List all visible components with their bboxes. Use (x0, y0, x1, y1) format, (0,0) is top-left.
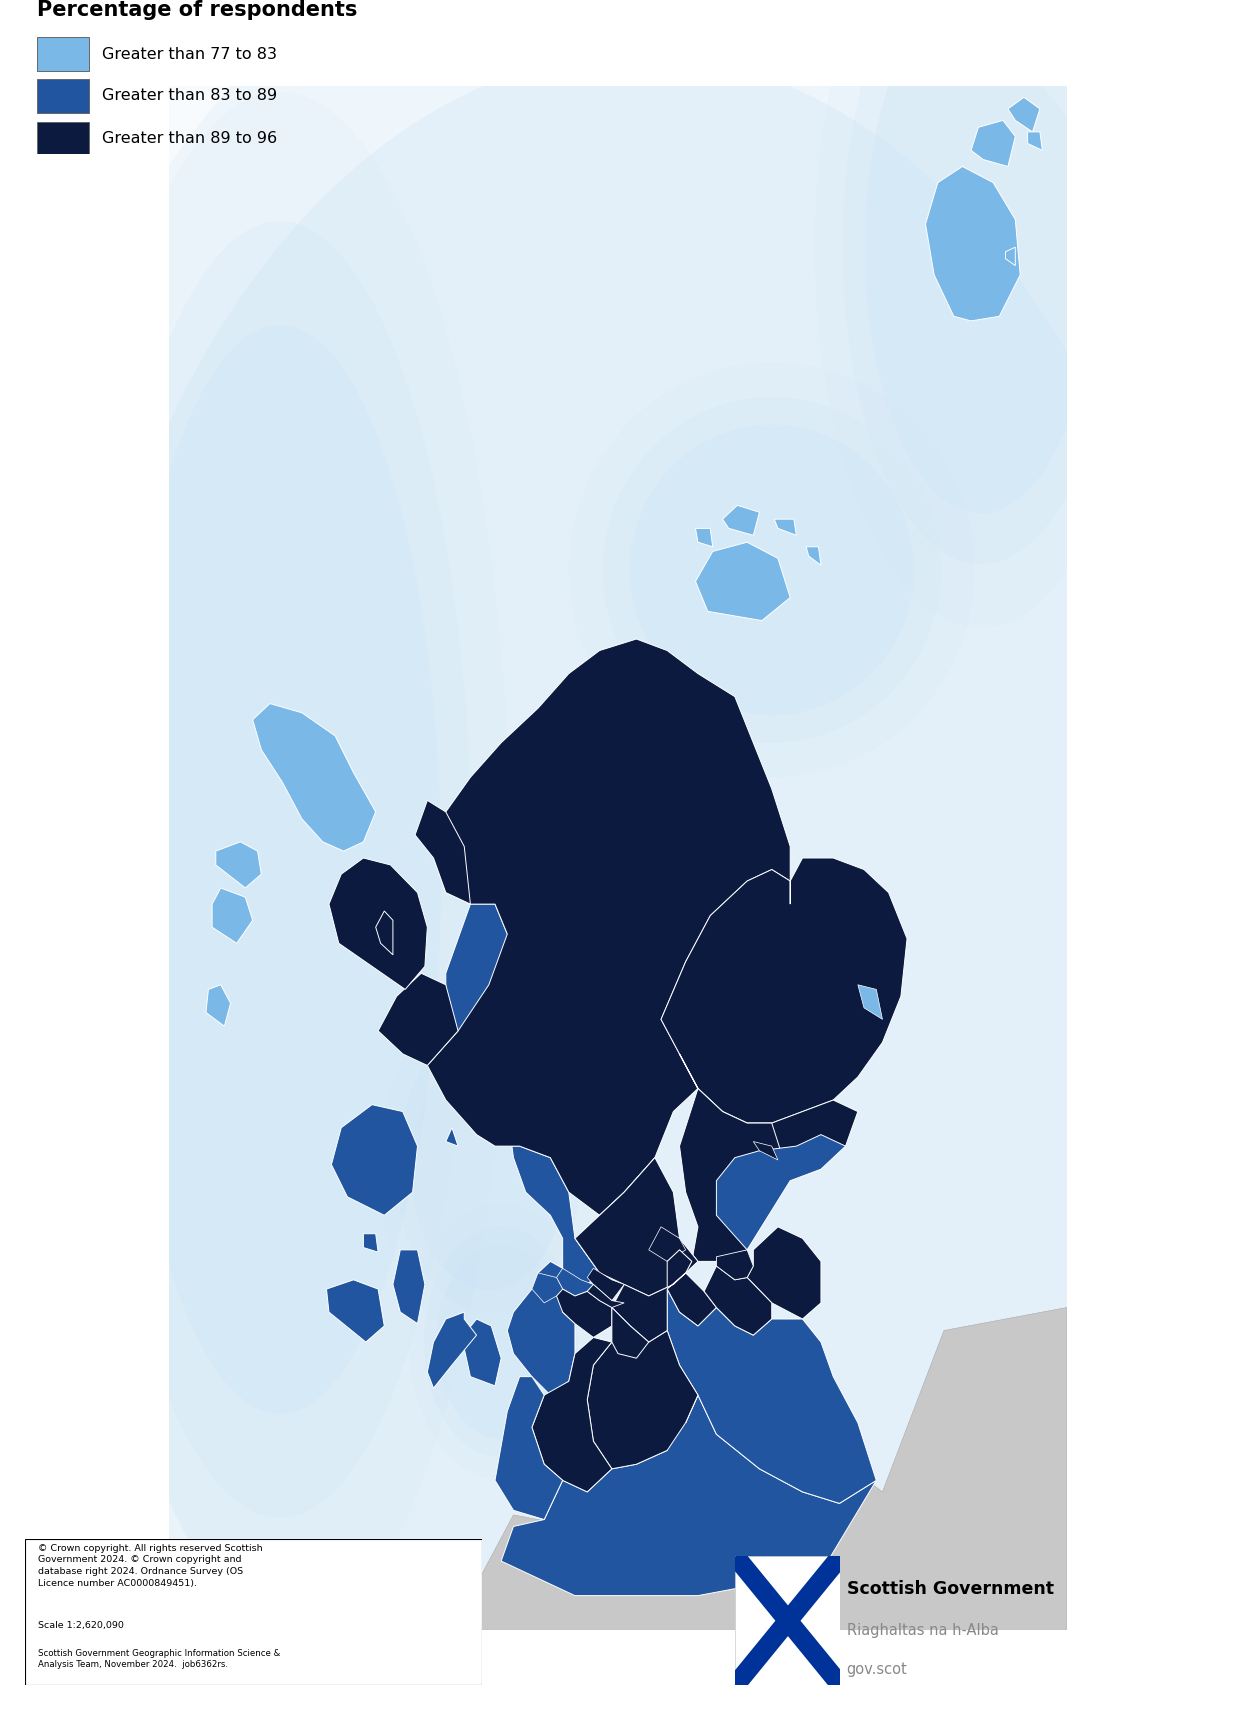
Polygon shape (774, 520, 796, 535)
Polygon shape (501, 1330, 876, 1596)
Polygon shape (446, 904, 599, 1313)
Polygon shape (1005, 247, 1015, 266)
Ellipse shape (378, 997, 599, 1342)
FancyBboxPatch shape (37, 122, 89, 156)
Polygon shape (415, 800, 471, 904)
Polygon shape (376, 911, 393, 954)
Ellipse shape (409, 1203, 593, 1481)
Polygon shape (1007, 98, 1039, 132)
Ellipse shape (436, 1246, 566, 1440)
FancyBboxPatch shape (37, 79, 89, 113)
Polygon shape (680, 1054, 858, 1181)
Polygon shape (717, 1134, 845, 1249)
Polygon shape (446, 1127, 459, 1146)
Polygon shape (926, 166, 1020, 321)
Text: Percentage of respondents: Percentage of respondents (37, 0, 357, 21)
Polygon shape (1027, 132, 1042, 151)
Ellipse shape (119, 324, 441, 1414)
FancyBboxPatch shape (37, 38, 89, 70)
Polygon shape (462, 1320, 501, 1387)
Polygon shape (363, 1234, 378, 1253)
Polygon shape (531, 1337, 612, 1491)
Ellipse shape (424, 1227, 578, 1457)
Polygon shape (661, 858, 907, 1122)
Polygon shape (717, 1249, 753, 1280)
Polygon shape (612, 1308, 649, 1357)
Polygon shape (575, 1088, 790, 1296)
Polygon shape (587, 1285, 624, 1308)
Polygon shape (806, 547, 821, 565)
Ellipse shape (412, 1048, 566, 1290)
Text: Scottish Government: Scottish Government (847, 1579, 1053, 1598)
Polygon shape (329, 858, 428, 990)
Ellipse shape (865, 0, 1098, 513)
Text: Scale 1:2,620,090: Scale 1:2,620,090 (38, 1622, 125, 1630)
Text: Greater than 89 to 96: Greater than 89 to 96 (101, 132, 277, 146)
Ellipse shape (56, 55, 1217, 1716)
Polygon shape (667, 1249, 717, 1326)
Text: gov.scot: gov.scot (847, 1661, 907, 1677)
Ellipse shape (49, 91, 510, 1647)
Polygon shape (428, 1313, 477, 1388)
Polygon shape (494, 1376, 562, 1520)
Ellipse shape (569, 362, 975, 777)
Polygon shape (705, 1266, 771, 1335)
Polygon shape (587, 1268, 624, 1301)
Polygon shape (696, 542, 790, 621)
Polygon shape (575, 1158, 698, 1296)
Polygon shape (723, 505, 759, 535)
Ellipse shape (629, 424, 913, 716)
Text: © Crown copyright. All rights reserved Scottish
Government 2024. © Crown copyrig: © Crown copyright. All rights reserved S… (38, 1544, 263, 1587)
Polygon shape (556, 1268, 593, 1296)
Ellipse shape (397, 1024, 581, 1313)
Polygon shape (331, 1105, 418, 1215)
Polygon shape (326, 1280, 384, 1342)
Text: Greater than 83 to 89: Greater than 83 to 89 (101, 88, 277, 103)
Polygon shape (213, 887, 252, 944)
FancyBboxPatch shape (25, 1539, 482, 1685)
Ellipse shape (843, 0, 1120, 565)
Polygon shape (507, 1261, 575, 1395)
Polygon shape (661, 870, 790, 1088)
Text: Riaghaltas na h-Alba: Riaghaltas na h-Alba (847, 1623, 999, 1639)
Polygon shape (206, 985, 231, 1026)
Polygon shape (649, 1227, 686, 1261)
Polygon shape (747, 1227, 821, 1320)
Polygon shape (378, 973, 459, 1066)
Polygon shape (858, 985, 883, 1019)
Polygon shape (452, 1308, 1067, 1630)
Polygon shape (252, 704, 376, 851)
Ellipse shape (815, 0, 1147, 628)
Polygon shape (667, 1249, 692, 1273)
Polygon shape (216, 843, 261, 887)
Polygon shape (667, 1289, 876, 1503)
Polygon shape (696, 529, 713, 547)
Polygon shape (753, 1141, 777, 1160)
Ellipse shape (88, 221, 472, 1519)
Polygon shape (587, 1326, 698, 1469)
Polygon shape (971, 120, 1015, 166)
Polygon shape (531, 1273, 562, 1302)
Ellipse shape (603, 396, 941, 743)
Polygon shape (393, 1249, 425, 1323)
Polygon shape (428, 638, 790, 1215)
Text: Greater than 77 to 83: Greater than 77 to 83 (101, 46, 277, 62)
Text: Scottish Government Geographic Information Science &
Analysis Team, November 202: Scottish Government Geographic Informati… (38, 1649, 281, 1668)
Polygon shape (556, 1289, 612, 1337)
Polygon shape (612, 1273, 686, 1342)
